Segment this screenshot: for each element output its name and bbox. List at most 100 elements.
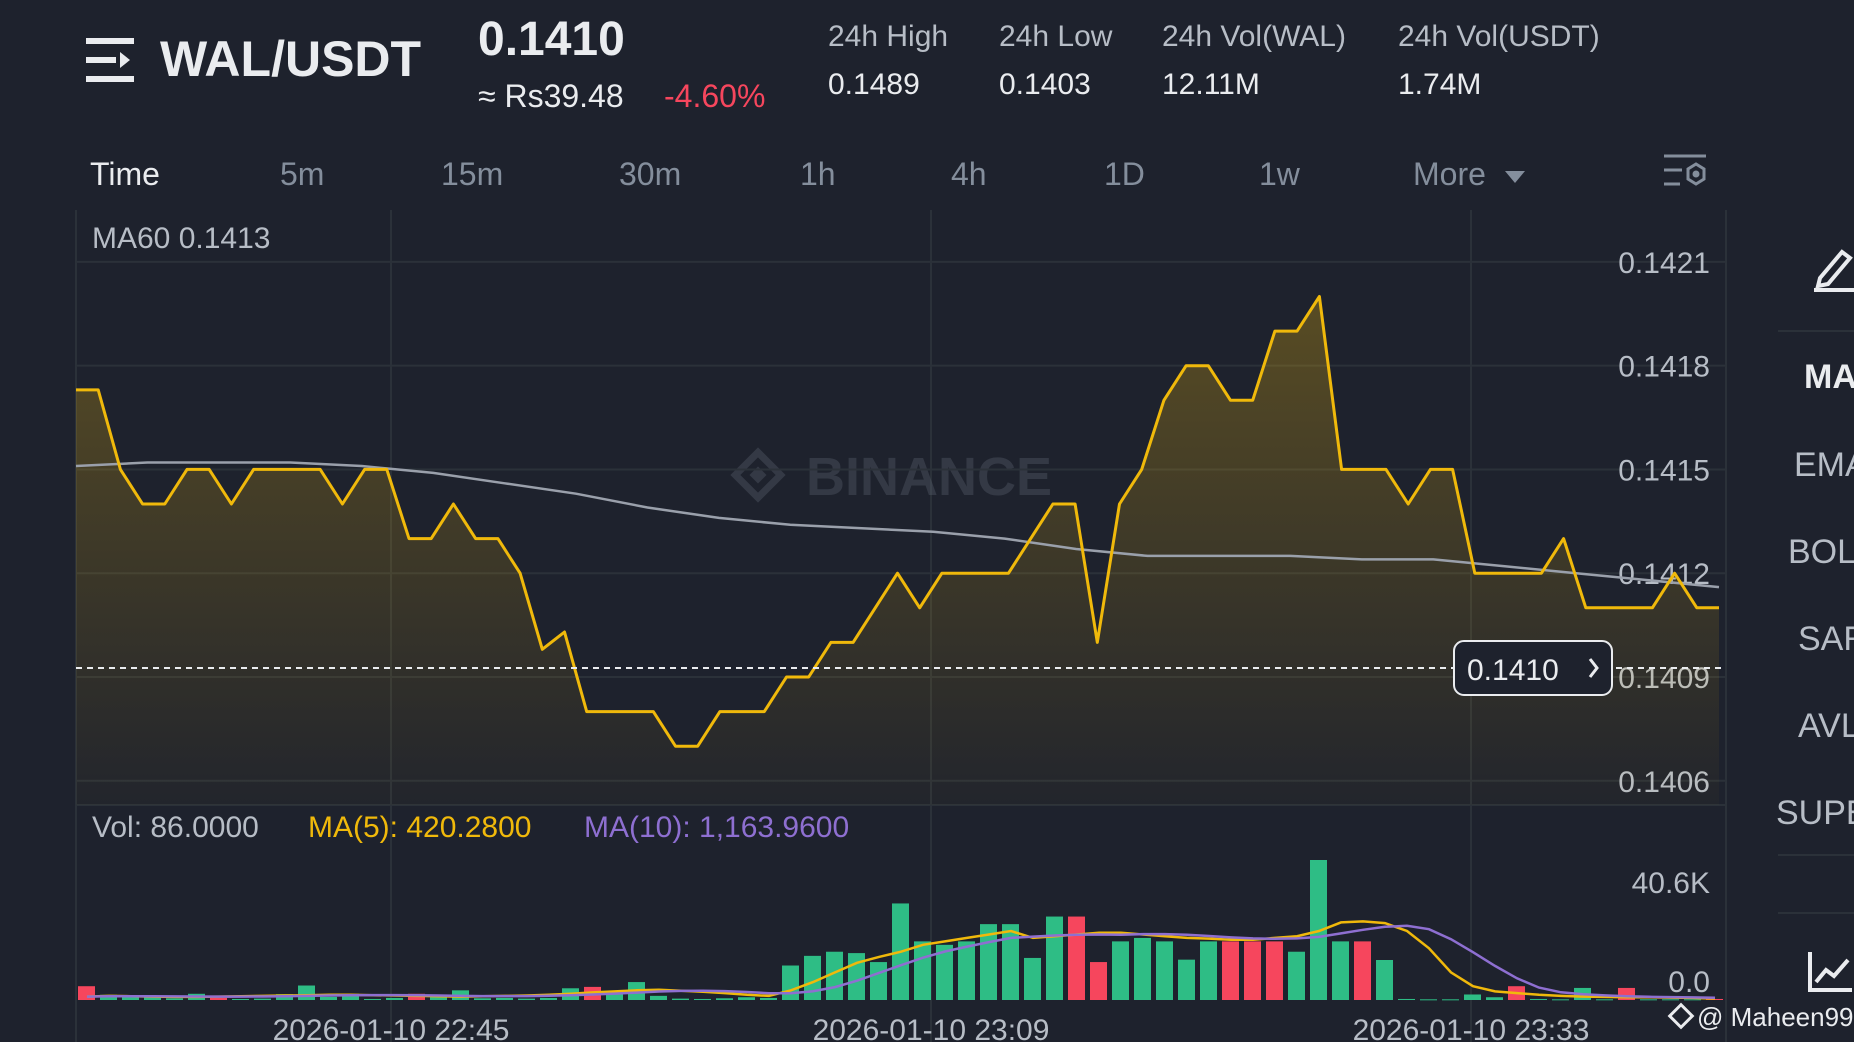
volume-bar: [672, 998, 689, 1000]
y-tick-label: 0.1412: [1618, 558, 1710, 591]
sidebar-item-super[interactable]: SUPER: [1776, 794, 1854, 832]
volume-bar: [1068, 916, 1085, 1000]
volume-bar: [716, 998, 733, 1000]
price-change: -4.60%: [664, 78, 766, 114]
volume-bar: [1222, 941, 1239, 1000]
time-label: 2026-01-10 22:45: [273, 1014, 510, 1042]
sidebar-item-boll[interactable]: BOLL: [1788, 533, 1854, 571]
stat-value-24h-vol-quote: 1.74M: [1398, 68, 1482, 101]
volume-bar: [1552, 999, 1569, 1001]
volume-bar: [1376, 960, 1393, 1000]
volume-bar: [474, 998, 491, 1000]
volume-bar: [232, 998, 249, 1000]
time-label: 2026-01-10 23:33: [1353, 1014, 1590, 1042]
caret-down-icon: [1504, 170, 1525, 183]
trading-pair[interactable]: WAL/USDT: [160, 31, 422, 87]
stat-value-24h-low: 0.1403: [999, 68, 1091, 101]
stat-value-24h-high: 0.1489: [828, 68, 920, 101]
chart-settings-icon[interactable]: [1662, 150, 1708, 196]
volume-bar: [936, 944, 953, 1000]
price-line: [76, 295, 1719, 748]
volume-bar: [342, 993, 359, 1000]
credit-text: @ Maheen99: [1697, 1002, 1854, 1032]
volume-bar: [1112, 941, 1129, 1000]
volume-bar: [320, 996, 337, 1000]
volume-bar: [1464, 994, 1481, 1000]
ma5-label: MA(5): 420.2800: [308, 811, 531, 844]
binance-small-icon: [1667, 1002, 1695, 1030]
volume-bar: [144, 995, 161, 1000]
credit-watermark: @ Maheen99: [1667, 1002, 1854, 1032]
tab-5m[interactable]: 5m: [280, 156, 325, 192]
volume-bar: [1442, 999, 1459, 1001]
watermark-text: BINANCE: [806, 447, 1052, 507]
volume-bar: [518, 998, 535, 1000]
vol-tick-zero: 0.0: [1668, 966, 1710, 999]
stat-label-24h-vol-quote: 24h Vol(USDT): [1398, 20, 1600, 53]
volume-bar: [1200, 941, 1217, 1000]
volume-bar: [1002, 924, 1019, 1000]
price-area: [76, 296, 1719, 805]
volume-bar: [760, 997, 777, 1000]
current-price-tag-text: 0.1410: [1467, 654, 1559, 687]
indicator-chart-icon[interactable]: [1808, 948, 1854, 994]
volume-bar: [1090, 962, 1107, 1000]
fiat-price: ≈ Rs39.48: [478, 78, 624, 114]
volume-bar: [958, 941, 975, 1000]
volume-bar: [650, 995, 667, 1000]
volume-bar: [298, 985, 315, 1000]
binance-logo-icon: [730, 447, 786, 503]
vol-label: Vol: 86.0000: [92, 811, 259, 844]
tab-1h[interactable]: 1h: [800, 156, 836, 192]
tab-time[interactable]: Time: [90, 156, 160, 192]
volume-bar: [870, 962, 887, 1000]
volume-bar: [540, 997, 557, 1000]
volume-bar: [1332, 941, 1349, 1000]
current-price-tag[interactable]: 0.1410: [1453, 640, 1613, 696]
stat-label-24h-high: 24h High: [828, 20, 949, 53]
sidebar-item-ma[interactable]: MA: [1804, 358, 1854, 396]
last-price: 0.1410: [478, 13, 625, 66]
ma60-line: [75, 461, 1720, 589]
sidebar-divider: [1778, 912, 1854, 914]
stat-label-24h-low: 24h Low: [999, 20, 1113, 53]
volume-bar: [1266, 941, 1283, 1000]
tab-more-label: More: [1413, 156, 1486, 192]
tab-1w[interactable]: 1w: [1259, 156, 1300, 192]
ma60-label: MA60 0.1413: [92, 222, 270, 255]
binance-watermark: BINANCE: [730, 447, 1052, 507]
volume-bar: [1134, 937, 1151, 1000]
volume-bar: [1684, 999, 1701, 1001]
volume-bar: [1024, 957, 1041, 1000]
pencil-icon[interactable]: [1812, 246, 1854, 292]
stat-label-24h-vol-base: 24h Vol(WAL): [1162, 20, 1346, 53]
volume-bar: [1354, 941, 1371, 1000]
volume-bar: [210, 997, 227, 1000]
time-label: 2026-01-10 23:09: [813, 1014, 1050, 1042]
vol-tick-max: 40.6K: [1632, 867, 1710, 900]
y-tick-label: 0.1415: [1618, 454, 1710, 487]
volume-bar: [1244, 941, 1261, 1000]
tab-15m[interactable]: 15m: [441, 156, 504, 192]
volume-bar: [254, 998, 271, 1000]
volume-bar: [386, 997, 403, 1000]
sidebar-item-sar[interactable]: SAR: [1798, 620, 1854, 658]
volume-bar: [1530, 998, 1547, 1000]
tab-more[interactable]: More: [1413, 156, 1527, 193]
tab-4h[interactable]: 4h: [951, 156, 987, 192]
volume-bar: [1156, 941, 1173, 1000]
sidebar-divider: [1778, 854, 1854, 856]
volume-bar: [430, 996, 447, 1000]
tab-30m[interactable]: 30m: [619, 156, 682, 192]
sidebar-item-ema[interactable]: EMA: [1794, 446, 1854, 484]
volume-bar: [1640, 999, 1657, 1001]
volume-bar: [78, 986, 95, 1000]
volume-bar: [496, 997, 513, 1000]
sidebar-item-avl[interactable]: AVL: [1798, 707, 1854, 745]
volume-bar: [804, 955, 821, 1000]
tab-1d[interactable]: 1D: [1104, 156, 1145, 192]
volume-bar: [1420, 999, 1437, 1001]
volume-bar: [782, 965, 799, 1000]
menu-icon[interactable]: [86, 36, 134, 84]
